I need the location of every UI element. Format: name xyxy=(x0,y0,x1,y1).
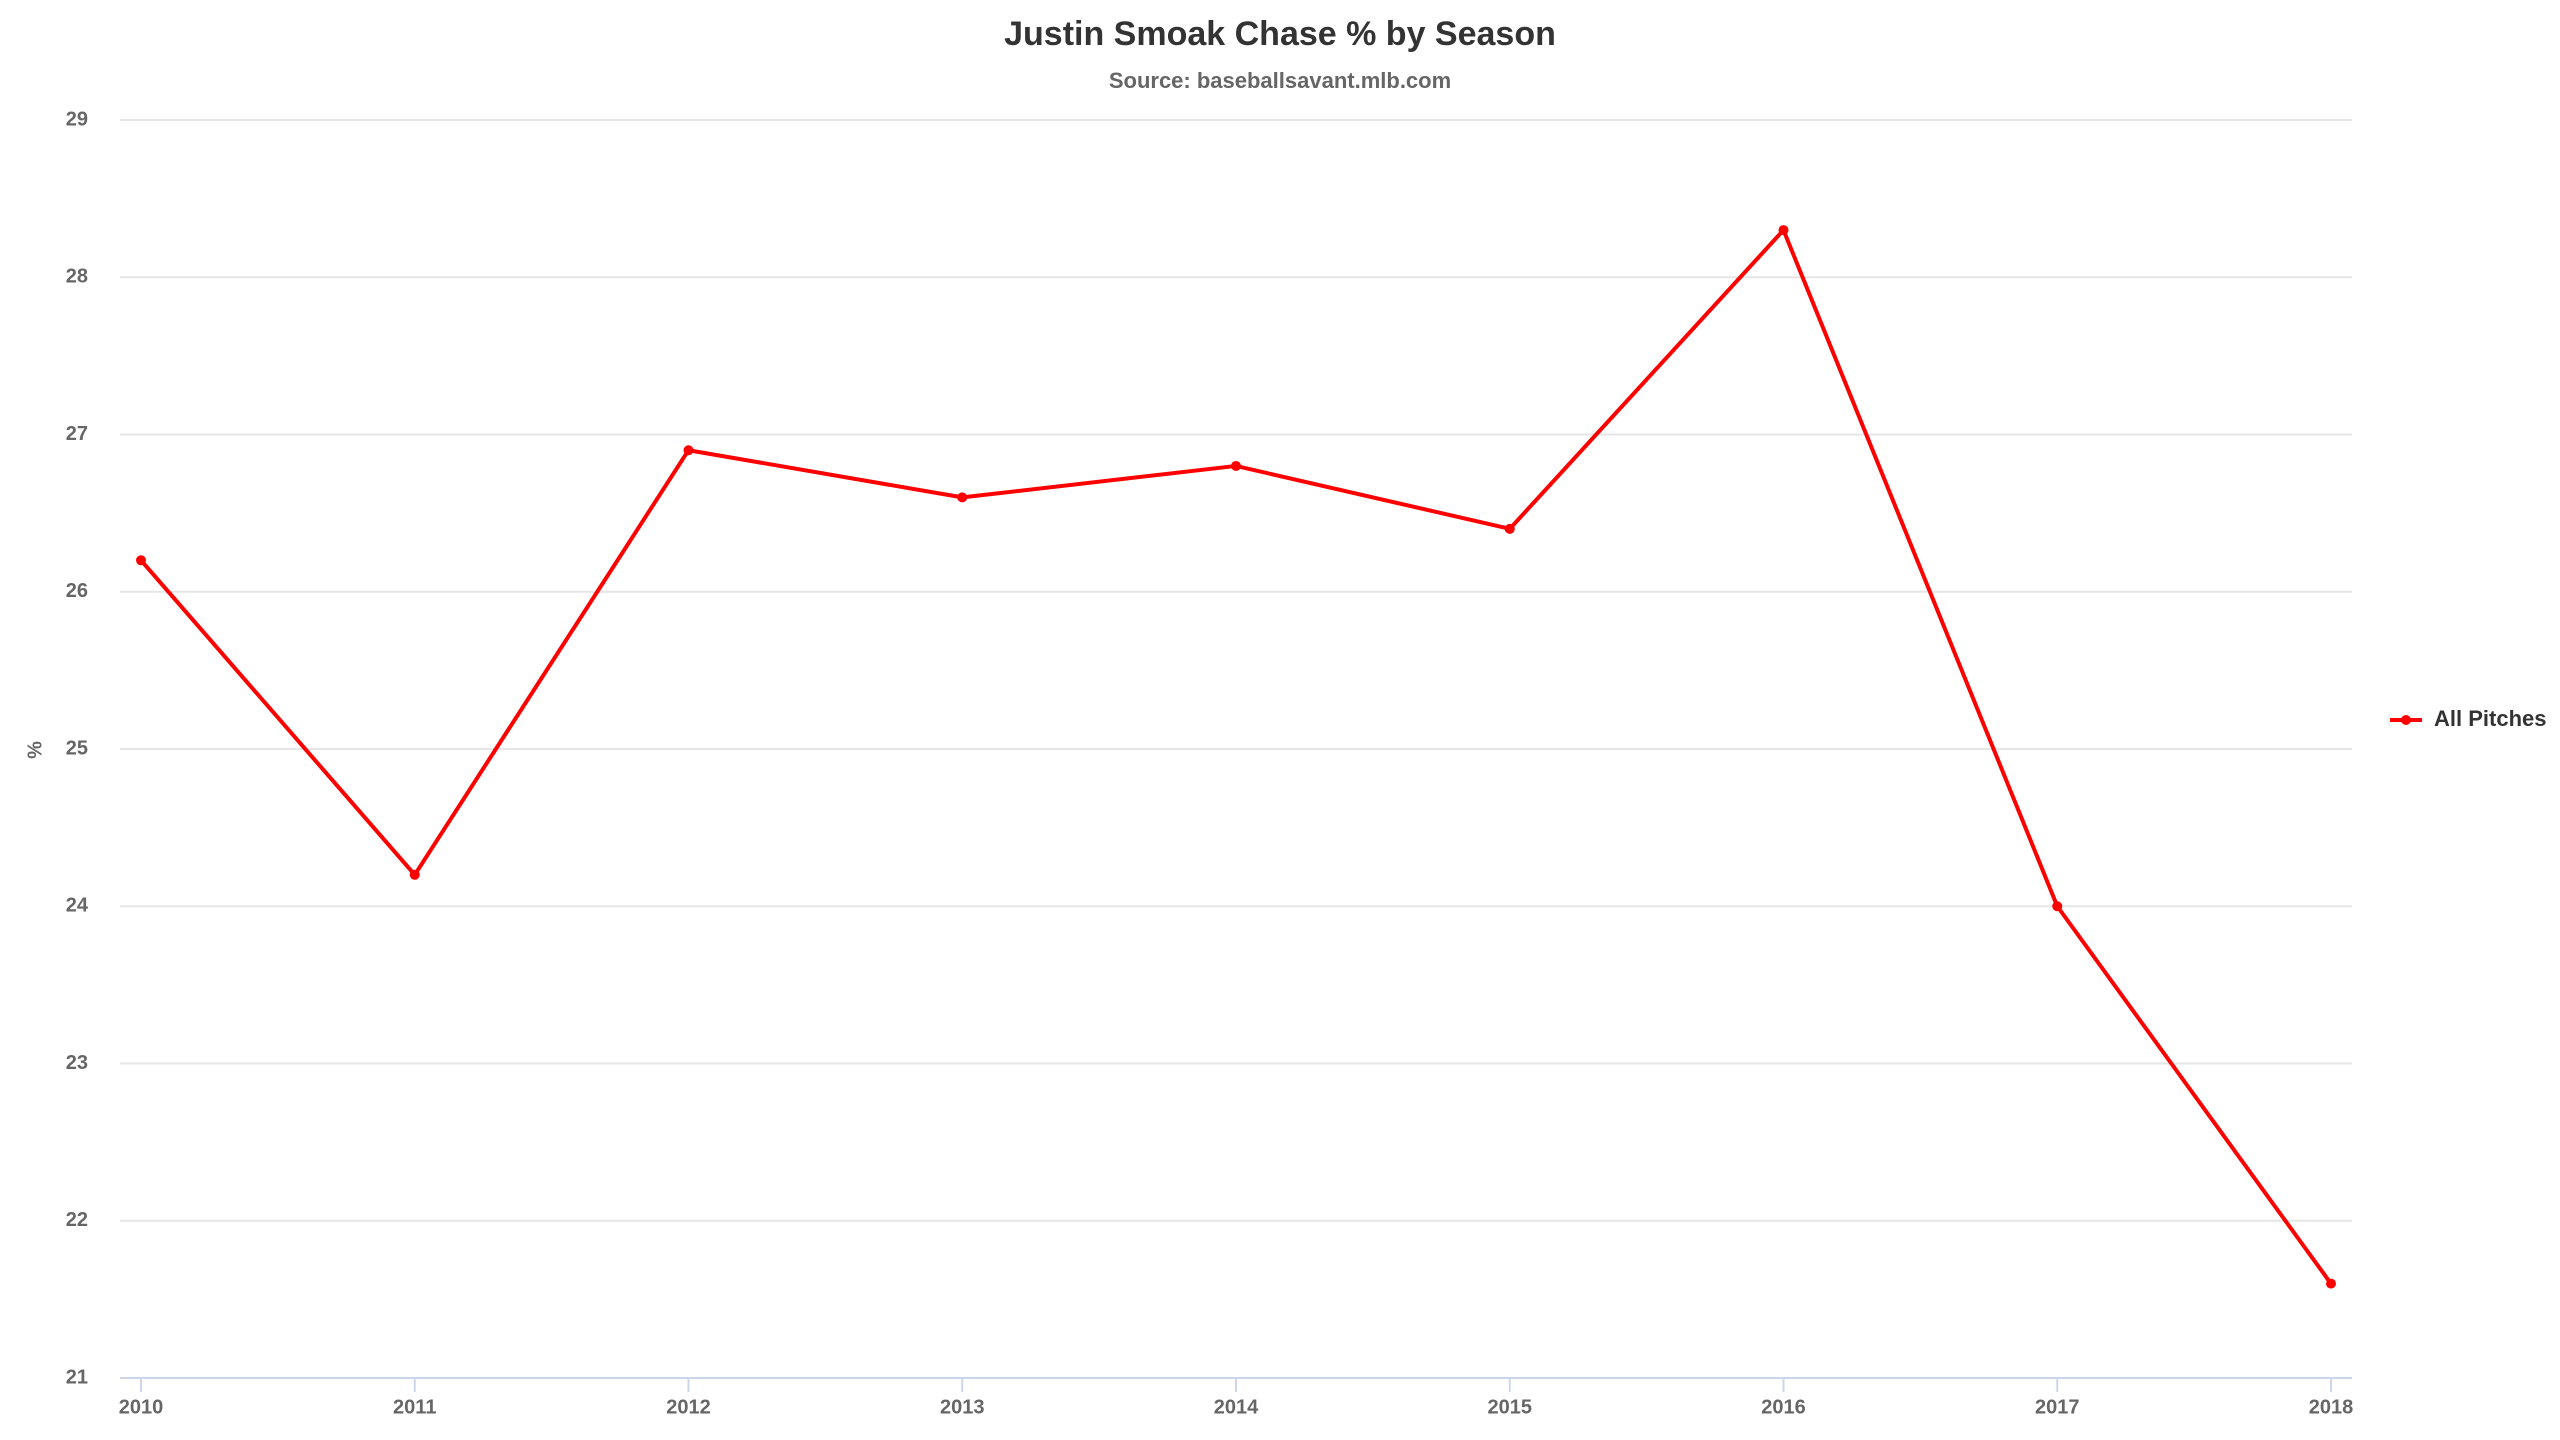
y-tick-label: 22 xyxy=(66,1209,88,1231)
y-tick-label: 28 xyxy=(66,266,88,288)
y-tick-label: 26 xyxy=(66,580,88,602)
x-tick-label: 2011 xyxy=(393,1396,436,1418)
x-tick-label: 2010 xyxy=(119,1396,164,1418)
x-tick-label: 2013 xyxy=(940,1396,985,1418)
chart-subtitle: Source: baseballsavant.mlb.com xyxy=(1109,68,1451,93)
data-point xyxy=(136,555,146,566)
chart-title: Justin Smoak Chase % by Season xyxy=(1004,15,1556,53)
x-tick-label: 2012 xyxy=(666,1396,711,1418)
data-point xyxy=(409,869,420,880)
data-point xyxy=(957,492,968,503)
data-point xyxy=(1504,523,1515,534)
y-axis-label: % xyxy=(24,741,46,759)
x-tick-label: 2014 xyxy=(1214,1396,1259,1418)
legend-label: All Pitches xyxy=(2434,706,2546,731)
y-tick-label: 23 xyxy=(66,1052,88,1074)
y-tick-label: 24 xyxy=(66,895,89,917)
y-tick-label: 27 xyxy=(66,423,88,445)
legend-marker xyxy=(2401,715,2411,725)
y-tick-label: 25 xyxy=(66,737,88,759)
data-point xyxy=(1231,460,1241,471)
data-point xyxy=(1778,225,1789,236)
y-tick-label: 21 xyxy=(66,1366,88,1388)
x-tick-label: 2015 xyxy=(1488,1396,1533,1418)
x-tick-label: 2018 xyxy=(2309,1396,2354,1418)
y-tick-label: 29 xyxy=(66,108,88,130)
data-point xyxy=(683,445,694,456)
x-tick-label: 2017 xyxy=(2035,1396,2080,1418)
x-tick-label: 2016 xyxy=(1761,1396,1806,1418)
data-point xyxy=(2052,901,2063,912)
data-point xyxy=(2326,1278,2336,1289)
